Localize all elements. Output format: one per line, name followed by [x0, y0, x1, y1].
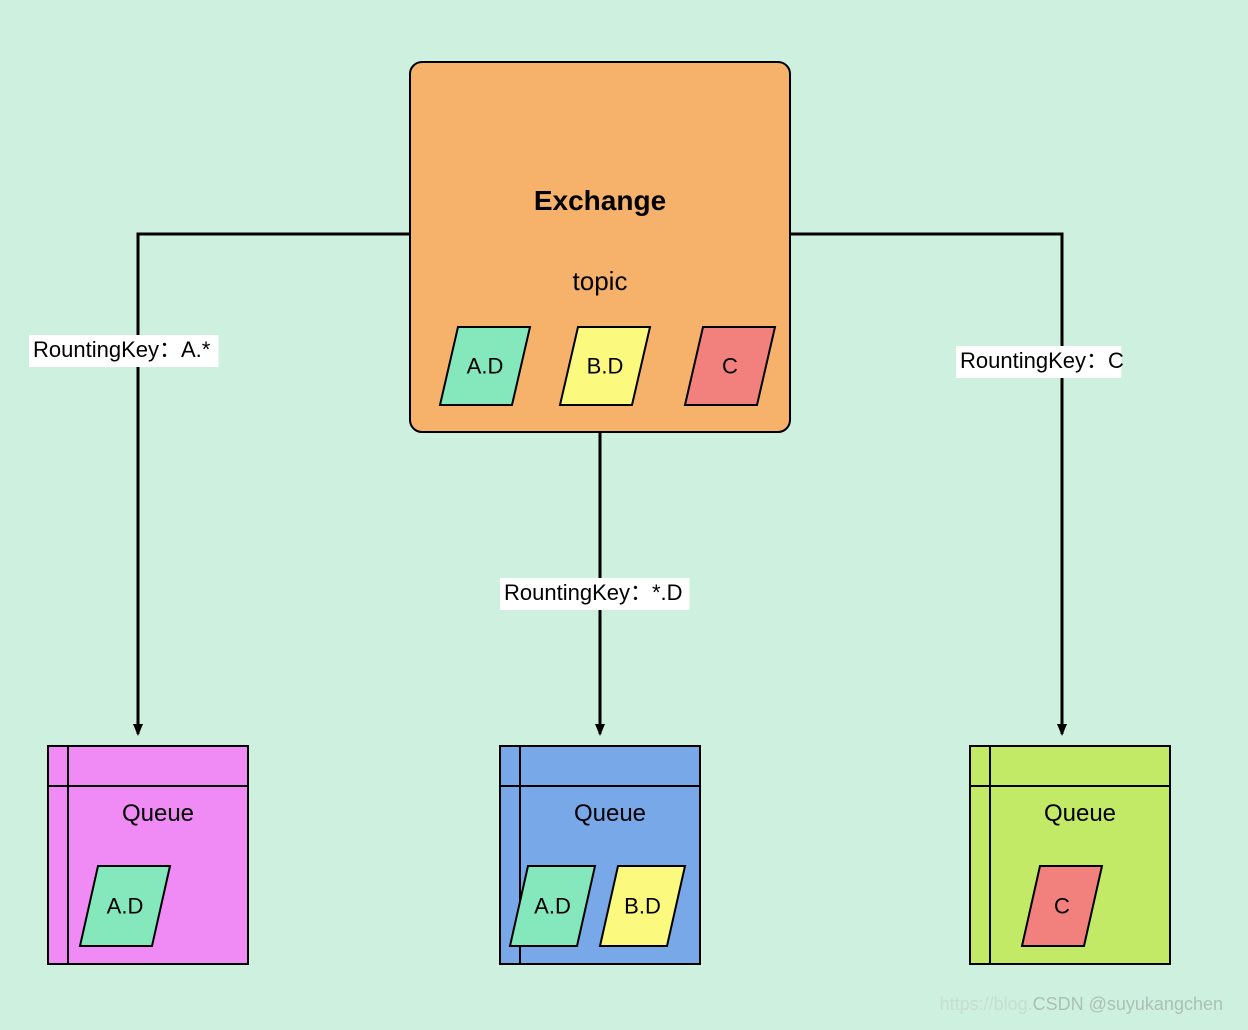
svg-text:RountingKey：*.D: RountingKey：*.D: [504, 580, 683, 605]
edge-label-1: RountingKey：*.D: [500, 578, 690, 610]
queue-2-title: Queue: [1044, 800, 1116, 827]
svg-text:A.D: A.D: [107, 894, 144, 919]
watermark-main: CSDN @suyukangchen: [1033, 994, 1223, 1014]
edge-label-2: RountingKey：C: [956, 346, 1124, 378]
svg-text:RountingKey：C: RountingKey：C: [960, 348, 1124, 373]
queue-0: Queue A.D: [48, 746, 248, 964]
exchange-title: Exchange: [534, 185, 666, 216]
diagram-svg: Exchange topic A.D B.D C RountingKey：A.* Rount…: [0, 0, 1248, 1030]
edge-label-0: RountingKey：A.*: [29, 335, 219, 367]
watermark-blog: https://blog.: [940, 994, 1033, 1014]
queue-1-title: Queue: [574, 800, 646, 827]
svg-text:B.D: B.D: [587, 354, 624, 379]
svg-text:C: C: [1054, 894, 1070, 919]
svg-text:B.D: B.D: [624, 894, 661, 919]
svg-text:RountingKey：A.*: RountingKey：A.*: [33, 337, 211, 362]
exchange-subtitle: topic: [573, 266, 628, 296]
diagram-container: Exchange topic A.D B.D C RountingKey：A.* Rount…: [0, 0, 1248, 1030]
exchange-box: Exchange topic A.D B.D C: [410, 62, 790, 432]
svg-text:A.D: A.D: [534, 894, 571, 919]
svg-text:A.D: A.D: [467, 354, 504, 379]
queue-1: Queue A.D B.D: [500, 746, 700, 964]
svg-text:C: C: [722, 354, 738, 379]
queue-0-title: Queue: [122, 800, 194, 827]
watermark: https://blog.CSDN @suyukangchen: [940, 994, 1223, 1015]
queue-2: Queue C: [970, 746, 1170, 964]
